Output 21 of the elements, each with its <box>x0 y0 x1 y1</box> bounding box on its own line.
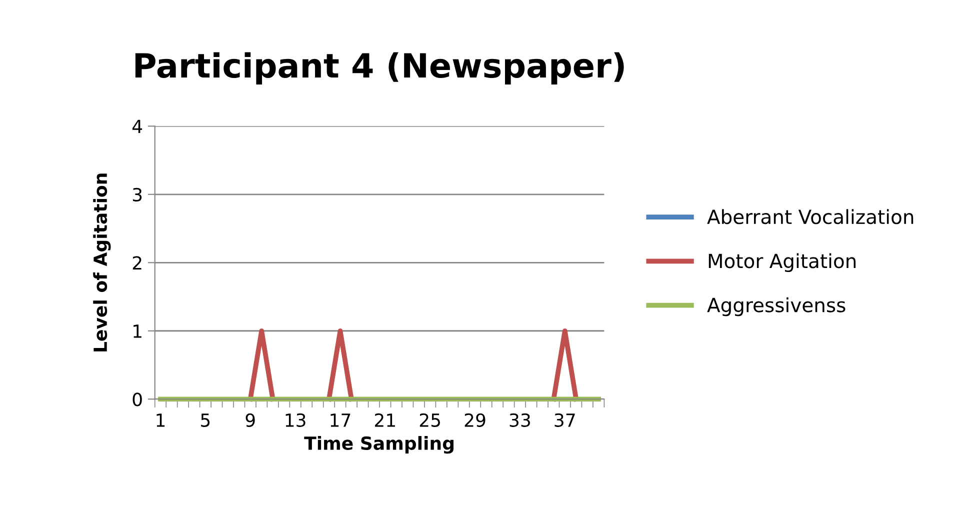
y-tick-label: 3 <box>132 188 142 202</box>
x-tick-label: 21 <box>374 413 395 427</box>
x-tick-label: 9 <box>246 413 255 427</box>
x-tick-label: 29 <box>464 413 486 427</box>
x-axis-title: Time Sampling <box>304 436 454 454</box>
x-tick-label: 33 <box>510 413 530 427</box>
x-tick-label: 13 <box>286 413 306 427</box>
x-tick-label: 1 <box>156 414 165 427</box>
y-tick-label: 0 <box>132 392 142 406</box>
y-tick-label: 4 <box>132 120 142 134</box>
y-tick-label: 2 <box>132 256 142 270</box>
legend-label: Aggressivenss <box>707 297 846 316</box>
y-axis-title: Level of Agitation <box>93 174 111 352</box>
x-tick-label: 17 <box>330 414 350 427</box>
legend-label: Aberrant Vocalization <box>707 209 914 224</box>
x-tick-label: 25 <box>420 413 440 427</box>
legend-label: Motor Agitation <box>708 253 856 272</box>
x-tick-label: 37 <box>554 413 575 427</box>
x-tick-label: 5 <box>201 414 210 427</box>
y-tick-label: 1 <box>134 324 142 338</box>
chart-title: Participant 4 (Newspaper) <box>135 52 624 84</box>
